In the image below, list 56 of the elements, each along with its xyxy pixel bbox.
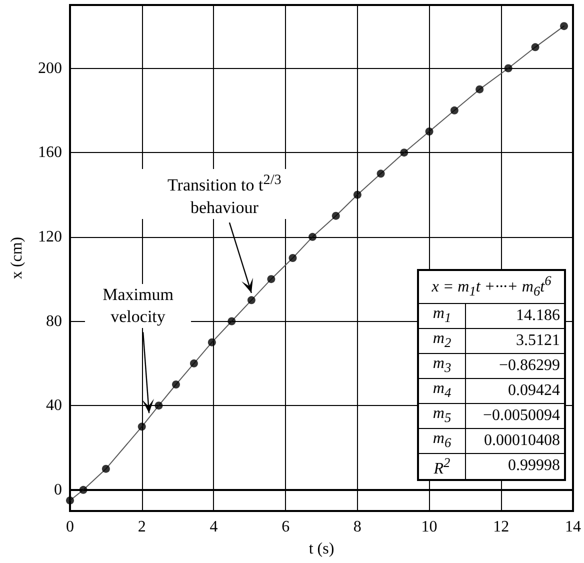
x-tick-label: 10 [421,518,438,536]
annotation: 0.99998 [466,453,565,480]
annotation: −0.0050094 [466,403,565,428]
annotation: 0.00010408 [466,428,565,454]
y-tick-label: 160 [38,144,62,162]
point [138,422,146,431]
point [154,402,163,410]
point [400,148,408,157]
point [425,128,434,136]
point [450,106,458,114]
point [190,359,198,368]
point [267,275,276,284]
point [66,496,74,504]
annotation: m$_{2}$ [418,328,466,354]
annotation: m$_{3}$ [418,353,466,378]
point [172,380,180,388]
point [208,338,216,346]
annotation: 3.5121 [466,328,565,354]
point [308,232,317,241]
point [504,64,512,72]
x-tick-label: 14 [565,518,581,536]
x-tick-label: 6 [282,518,290,536]
annotation: m$_{6}$ [418,428,466,454]
x-tick-label: 4 [210,518,218,536]
annotation: m$_{5}$ [418,403,466,428]
x-tick-label: 12 [493,518,510,536]
point [102,464,110,473]
x-tick-label: 2 [138,518,146,536]
y-tick-label: 80 [46,312,62,330]
y-tick-label: 0 [54,481,62,498]
point [376,170,385,178]
point [560,22,568,30]
x-tick-label: 0 [66,518,74,536]
annotation: x = m$_{1}$t +···+ m$_{6}$t$^{6}$ [418,270,565,304]
x-tick-label: 8 [353,518,362,536]
point [79,486,88,494]
y-axis-title: x (cm) [8,236,26,280]
point [476,85,484,94]
point [332,212,340,220]
point [247,296,256,304]
y-tick-label: 40 [46,397,62,414]
annotation: Transition to t$^{2/3}$ behaviour [136,168,312,219]
annotation: 0.09424 [466,378,565,404]
x-axis-title: t (s) [308,540,334,558]
annotation: Maximum velocity [85,284,192,328]
point [228,317,236,326]
annotation: 14.186 [466,303,565,328]
y-tick-label: 200 [38,60,62,77]
annotation: −0.86299 [466,353,565,378]
point [288,254,297,262]
annotation: R$^{2}$ [418,453,466,480]
point [353,190,362,199]
annotation: m$_{4}$ [418,378,466,404]
point [531,43,540,52]
annotation: m$_{1}$ [418,303,466,328]
y-tick-label: 120 [38,228,62,246]
